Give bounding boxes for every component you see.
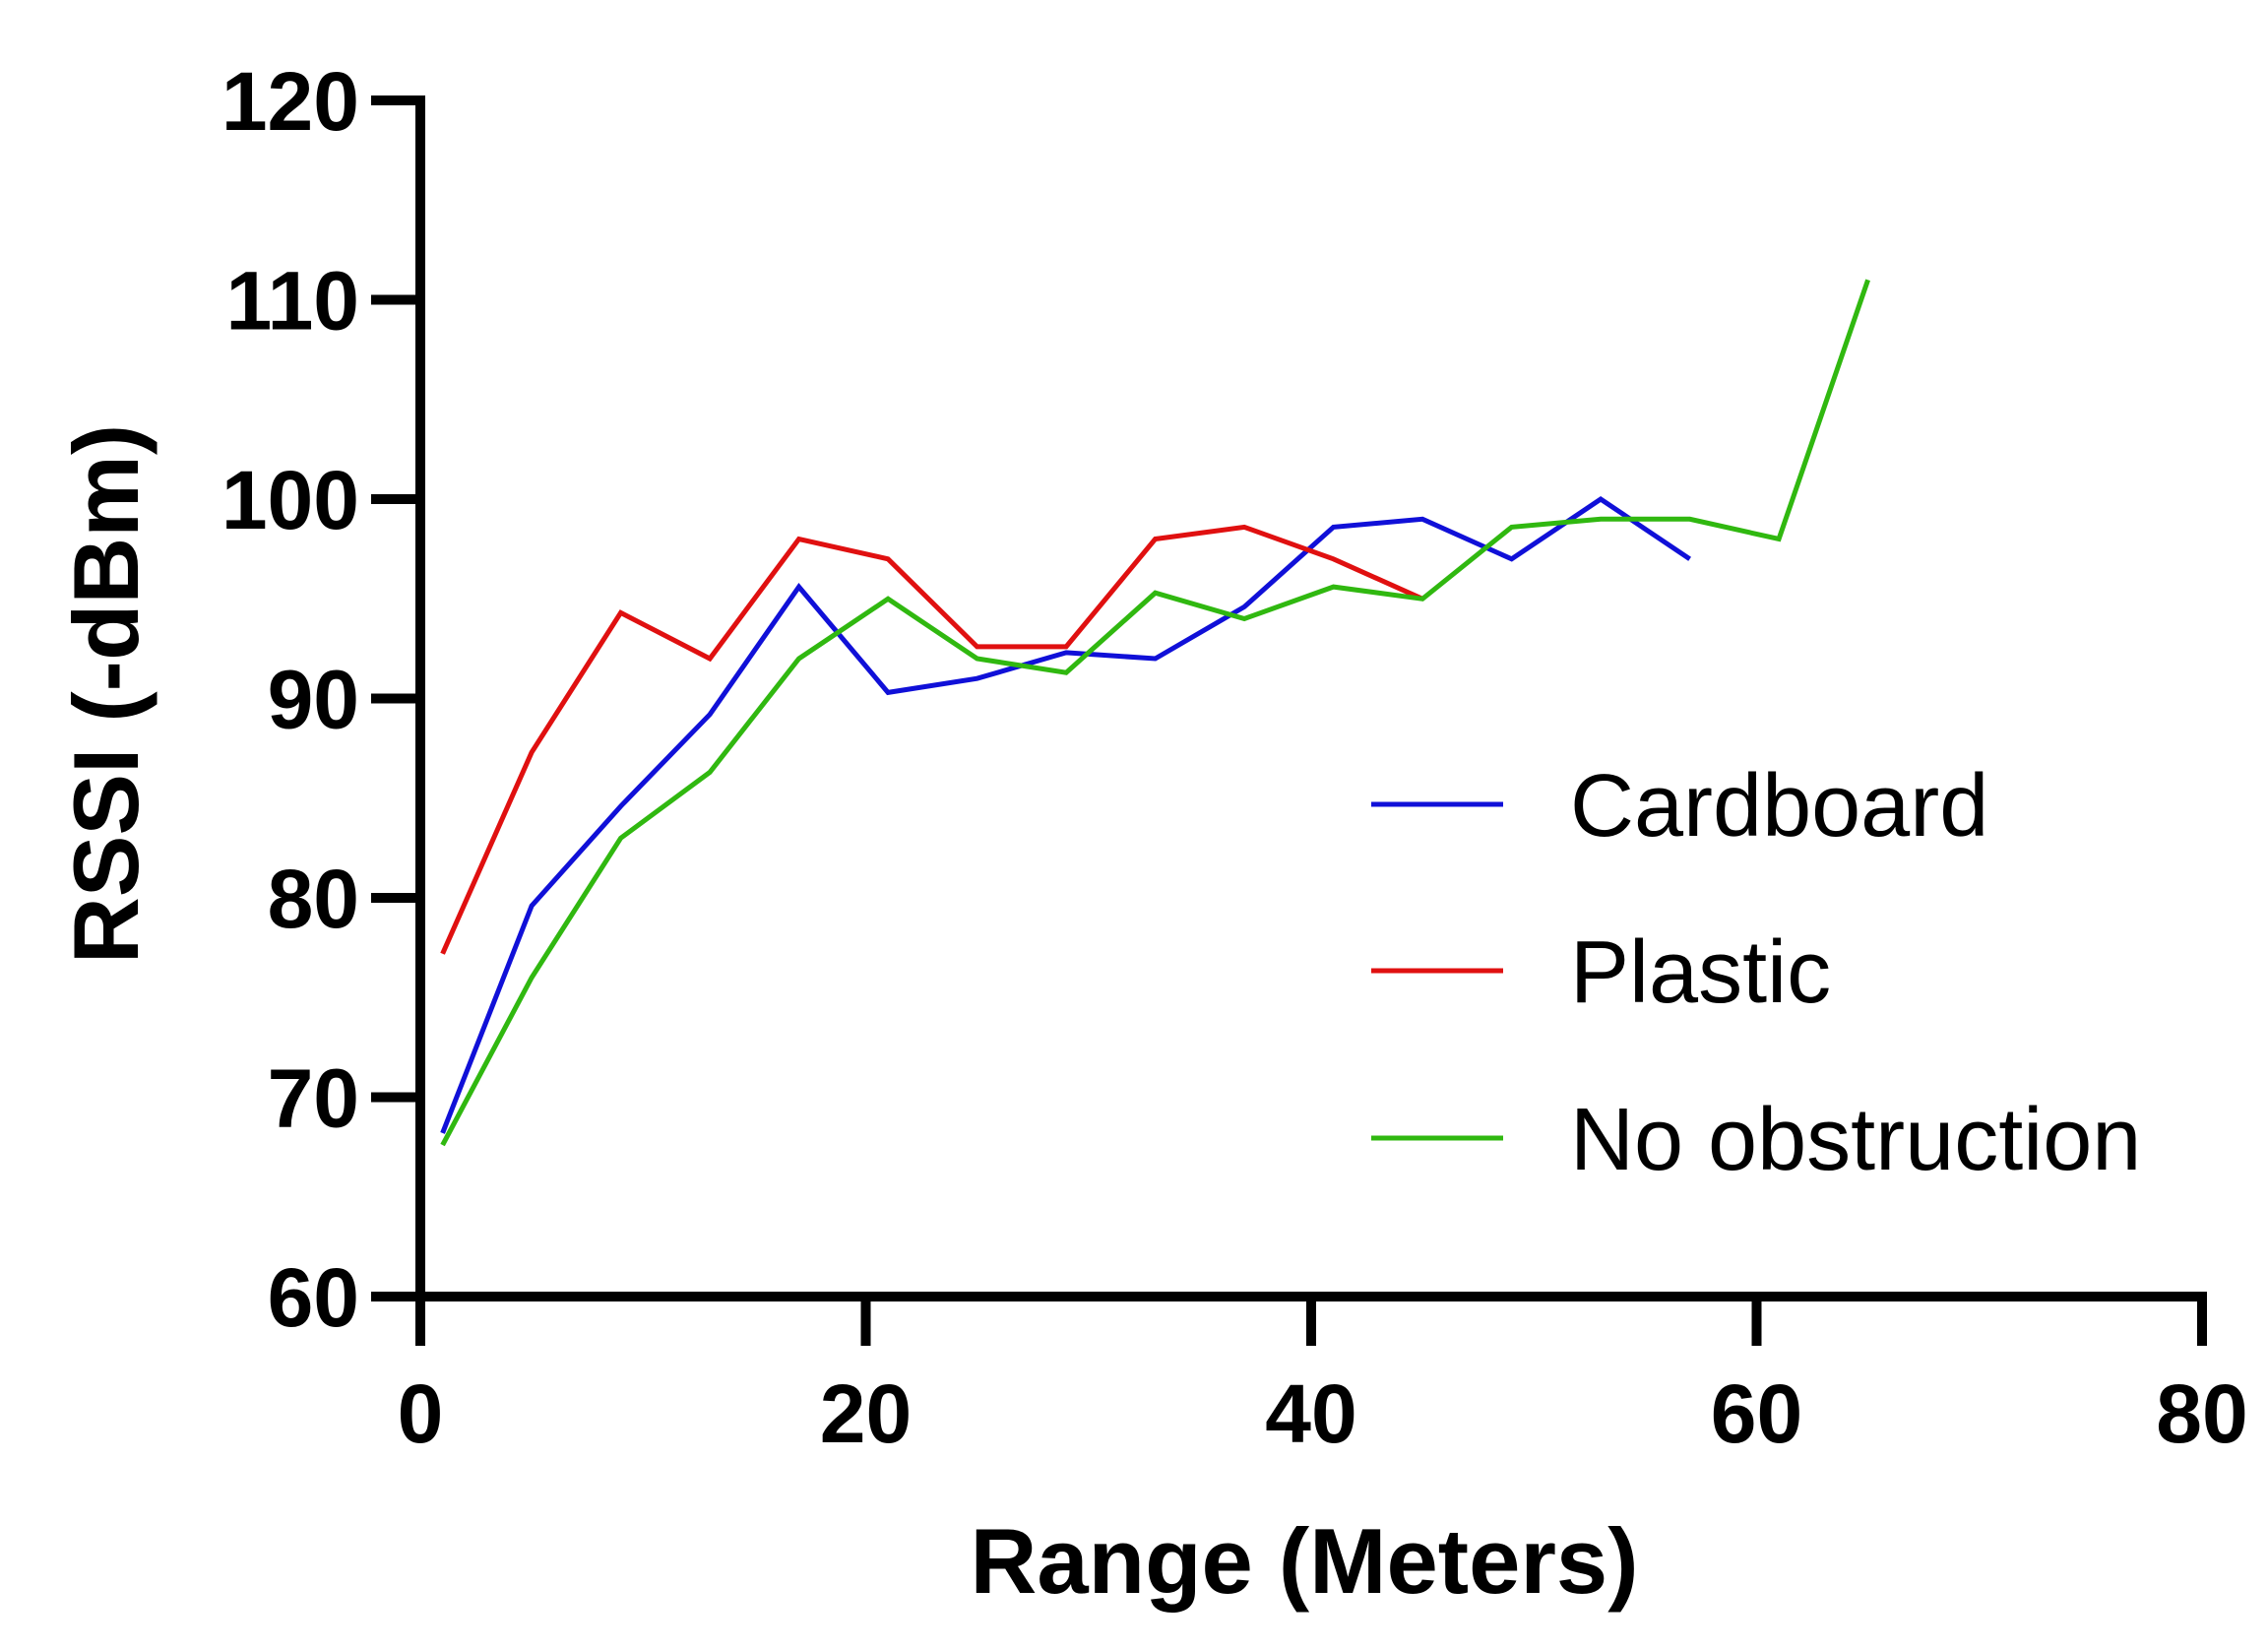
legend: Cardboard Plastic No obstruction	[1371, 757, 2141, 1189]
y-tick-label: 60	[268, 1251, 359, 1344]
y-tick-label: 100	[221, 454, 359, 546]
series-lines	[440, 279, 1870, 1147]
y-tick-label: 110	[225, 255, 359, 348]
y-tick-label: 90	[268, 654, 359, 746]
y-axis-title: RSSI (-dBm)	[54, 424, 158, 964]
x-tick-label: 60	[1711, 1367, 1802, 1460]
axes: 60 70 80 90 100 110 120 0 20 40 60 80	[221, 55, 2248, 1460]
series-line-cardboard	[440, 495, 1691, 1134]
series-line-plastic	[440, 524, 1424, 955]
x-tick-label: 0	[398, 1367, 444, 1460]
y-tick-label: 70	[268, 1052, 359, 1145]
x-axis-title: Range (Meters)	[970, 1509, 1638, 1613]
legend-label-plastic: Plastic	[1570, 923, 1831, 1022]
series-line-no-obstruction	[440, 279, 1870, 1147]
legend-label-no-obstruction: No obstruction	[1570, 1091, 2141, 1189]
x-tick-label: 80	[2156, 1367, 2247, 1460]
legend-label-cardboard: Cardboard	[1570, 757, 1988, 856]
x-tick-label: 20	[820, 1367, 912, 1460]
y-tick-label: 80	[268, 853, 359, 945]
y-tick-label: 120	[221, 55, 359, 148]
x-tick-label: 40	[1265, 1367, 1356, 1460]
